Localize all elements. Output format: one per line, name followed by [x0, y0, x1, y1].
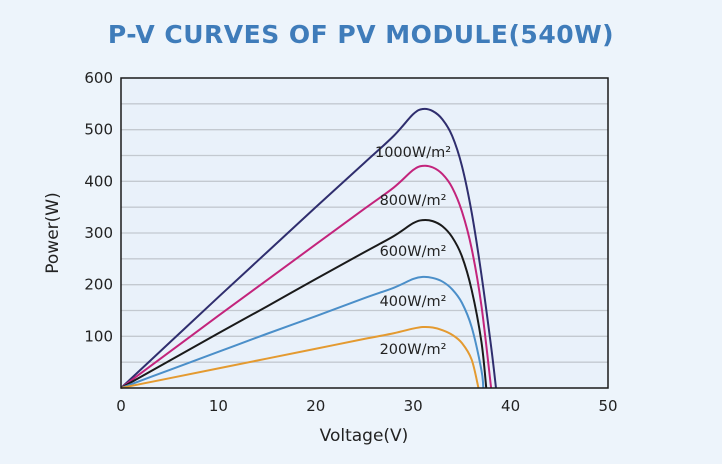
y-tick-label: 200 [84, 276, 113, 294]
series-label: 600W/m² [380, 244, 447, 260]
x-tick-label: 50 [598, 397, 617, 415]
y-axis-label: Power(W) [43, 192, 63, 273]
y-tick-label: 100 [84, 327, 113, 345]
y-tick-label: 500 [84, 121, 113, 139]
y-tick-label: 300 [84, 224, 113, 242]
x-tick-label: 0 [116, 397, 126, 415]
chart-title: P-V CURVES OF PV MODULE(540W) [107, 20, 615, 49]
plot-frame [120, 77, 609, 389]
x-tick-label: 10 [209, 397, 228, 415]
series-label: 1000W/m² [375, 145, 451, 161]
y-tick-label: 600 [84, 69, 113, 87]
series-line-200w [120, 325, 480, 389]
series-label: 800W/m² [380, 193, 447, 209]
x-tick-label: 40 [501, 397, 520, 415]
series-label: 200W/m² [380, 342, 447, 358]
x-tick-label: 30 [404, 397, 423, 415]
series-line-800w [120, 164, 493, 389]
series-label: 400W/m² [380, 294, 447, 310]
series-line-400w [120, 275, 485, 389]
x-tick-label: 20 [306, 397, 325, 415]
x-axis-label: Voltage(V) [320, 426, 409, 446]
series-line-1000w [120, 107, 497, 389]
series-line-600w [120, 218, 488, 389]
y-tick-label: 400 [84, 172, 113, 190]
